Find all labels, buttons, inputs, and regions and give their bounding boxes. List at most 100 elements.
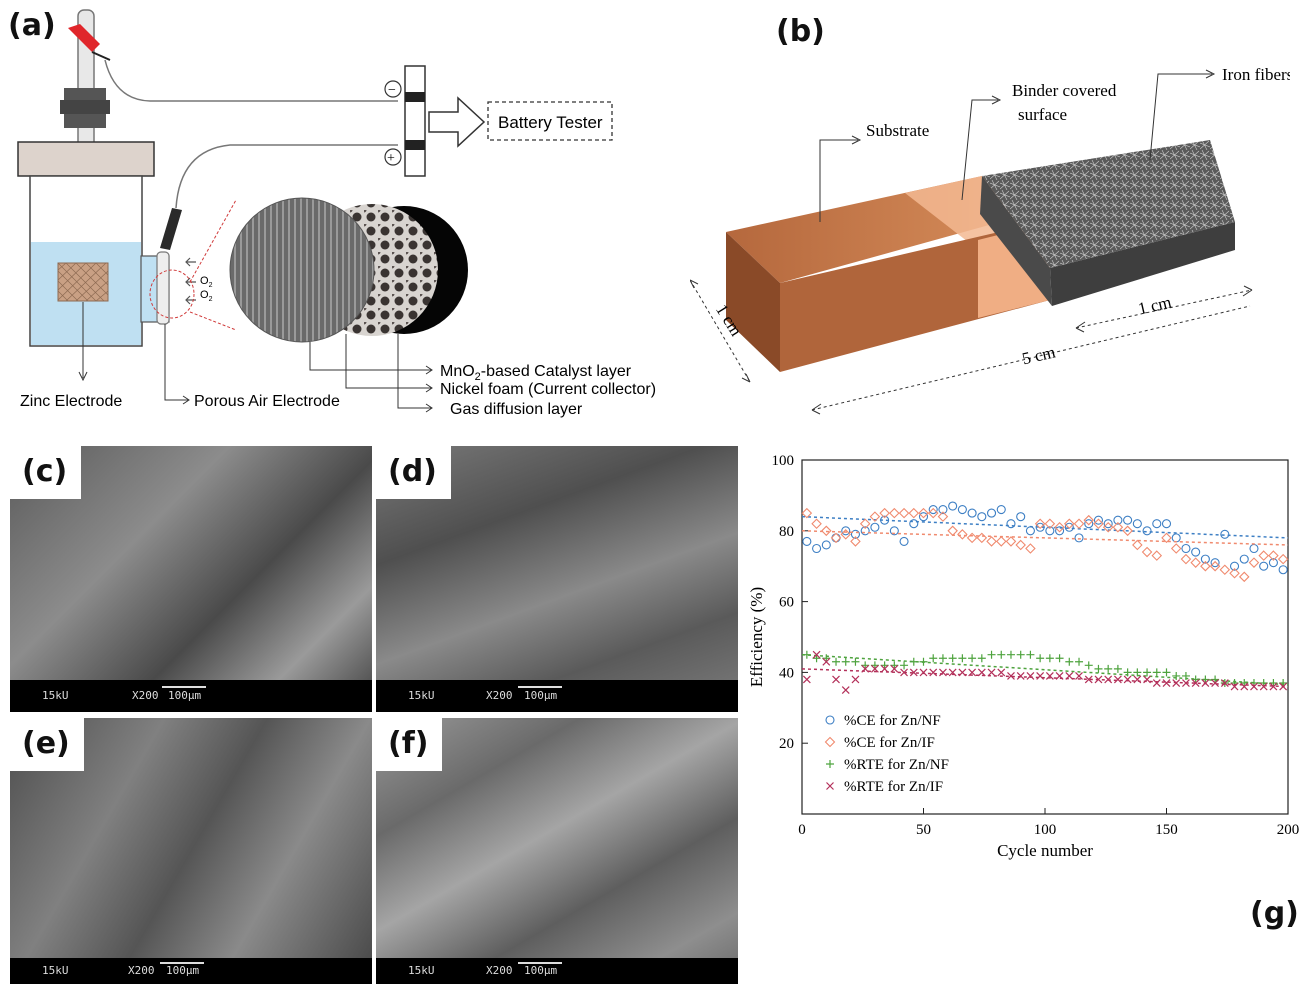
data-point xyxy=(1200,560,1211,572)
data-point xyxy=(860,526,870,536)
data-point xyxy=(1211,679,1220,687)
data-point xyxy=(880,661,889,670)
data-point xyxy=(986,508,997,518)
sem-image-e: (e) 15kU X200 100µm xyxy=(10,718,372,984)
data-point xyxy=(1113,664,1122,673)
data-point xyxy=(948,668,957,677)
catalyst-layer-label: MnO2-based Catalyst layer xyxy=(440,363,632,383)
data-point xyxy=(1250,682,1258,691)
data-point xyxy=(968,654,977,663)
data-point xyxy=(879,507,890,519)
data-point xyxy=(1123,668,1132,677)
data-point xyxy=(1045,672,1054,680)
series-2 xyxy=(801,507,1289,583)
panel-label-g: (g) xyxy=(1250,896,1299,931)
y-axis-label: Efficiency (%) xyxy=(747,587,766,687)
data-point xyxy=(1180,553,1192,565)
data-point xyxy=(1230,682,1239,691)
data-point xyxy=(1035,522,1045,532)
data-point xyxy=(966,532,978,544)
data-point xyxy=(1240,679,1249,688)
data-point xyxy=(1016,672,1025,680)
data-point xyxy=(996,505,1006,515)
data-point xyxy=(812,654,821,663)
data-point xyxy=(976,532,988,544)
data-point xyxy=(1142,526,1152,536)
data-point xyxy=(908,507,920,519)
data-point xyxy=(1162,679,1171,687)
x-tick-label: 0 xyxy=(798,822,806,838)
data-point xyxy=(1112,521,1124,533)
data-point xyxy=(1133,668,1142,677)
data-point xyxy=(987,668,996,677)
data-point xyxy=(1093,518,1104,529)
y-tick-label: 60 xyxy=(779,595,794,611)
data-point xyxy=(1161,519,1172,529)
sem-magnification: X200 xyxy=(128,964,155,977)
data-point xyxy=(1026,672,1035,680)
data-point xyxy=(899,536,909,546)
data-point xyxy=(1084,675,1093,684)
data-point xyxy=(812,543,822,554)
data-point xyxy=(812,650,821,659)
data-point xyxy=(1152,668,1161,677)
data-point xyxy=(1026,650,1035,659)
data-point xyxy=(1141,546,1153,558)
data-point xyxy=(1268,558,1278,568)
legend-label: %RTE for Zn/IF xyxy=(844,779,943,795)
series-3 xyxy=(801,650,1289,688)
sem-info-bar: 15kU X200 100µm xyxy=(10,680,372,712)
data-point xyxy=(1181,543,1191,554)
sem-voltage: 15kU xyxy=(408,689,435,702)
data-point xyxy=(958,654,967,663)
scale-bar xyxy=(518,962,562,964)
data-point xyxy=(880,515,890,525)
data-point xyxy=(1211,675,1220,684)
data-point xyxy=(927,507,939,519)
data-point xyxy=(1065,672,1074,680)
data-point xyxy=(1191,679,1200,687)
legend-label: %RTE for Zn/NF xyxy=(844,757,949,773)
data-point xyxy=(801,507,813,519)
nickel-foam-label: Nickel foam (Current collector) xyxy=(440,381,656,398)
sem-voltage: 15kU xyxy=(408,964,435,977)
data-point xyxy=(1279,682,1288,691)
legend-label: %CE for Zn/NF xyxy=(844,713,941,729)
data-point xyxy=(958,668,967,677)
data-point xyxy=(1238,571,1250,583)
substrate-label: Substrate xyxy=(866,121,929,140)
efficiency-chart: 0 50 100 150 200 20 40 60 80 100 %CE for Zn/NF %CE… xyxy=(747,453,1299,860)
data-point xyxy=(1054,521,1065,533)
data-point xyxy=(822,657,831,666)
data-point xyxy=(851,657,860,666)
data-point xyxy=(1104,664,1113,673)
data-point xyxy=(1143,675,1151,684)
data-point xyxy=(889,507,900,519)
sem-voltage: 15kU xyxy=(42,964,69,977)
data-point xyxy=(1044,518,1056,529)
data-point xyxy=(1006,519,1016,529)
data-point xyxy=(1016,512,1026,522)
data-point xyxy=(968,668,977,677)
data-point xyxy=(1113,515,1123,525)
data-point xyxy=(986,536,997,547)
minus-terminal-sign: − xyxy=(388,83,396,98)
data-point xyxy=(832,657,841,666)
data-point xyxy=(900,668,908,677)
data-point xyxy=(1122,525,1133,537)
data-point xyxy=(1161,532,1172,544)
data-point xyxy=(1171,533,1181,543)
data-point xyxy=(967,508,977,518)
data-point xyxy=(987,650,996,659)
data-point xyxy=(861,661,870,670)
data-point xyxy=(1143,668,1152,677)
x-tick-label: 150 xyxy=(1155,822,1178,838)
data-point xyxy=(802,675,811,684)
data-point xyxy=(802,650,811,659)
scale-bar xyxy=(518,686,562,688)
data-point xyxy=(977,654,986,663)
data-point xyxy=(1190,557,1201,568)
data-point xyxy=(1229,561,1240,571)
panel-label-e: (e) xyxy=(10,718,84,771)
sem-image-d: (d) 15kU X200 100µm xyxy=(376,446,738,712)
